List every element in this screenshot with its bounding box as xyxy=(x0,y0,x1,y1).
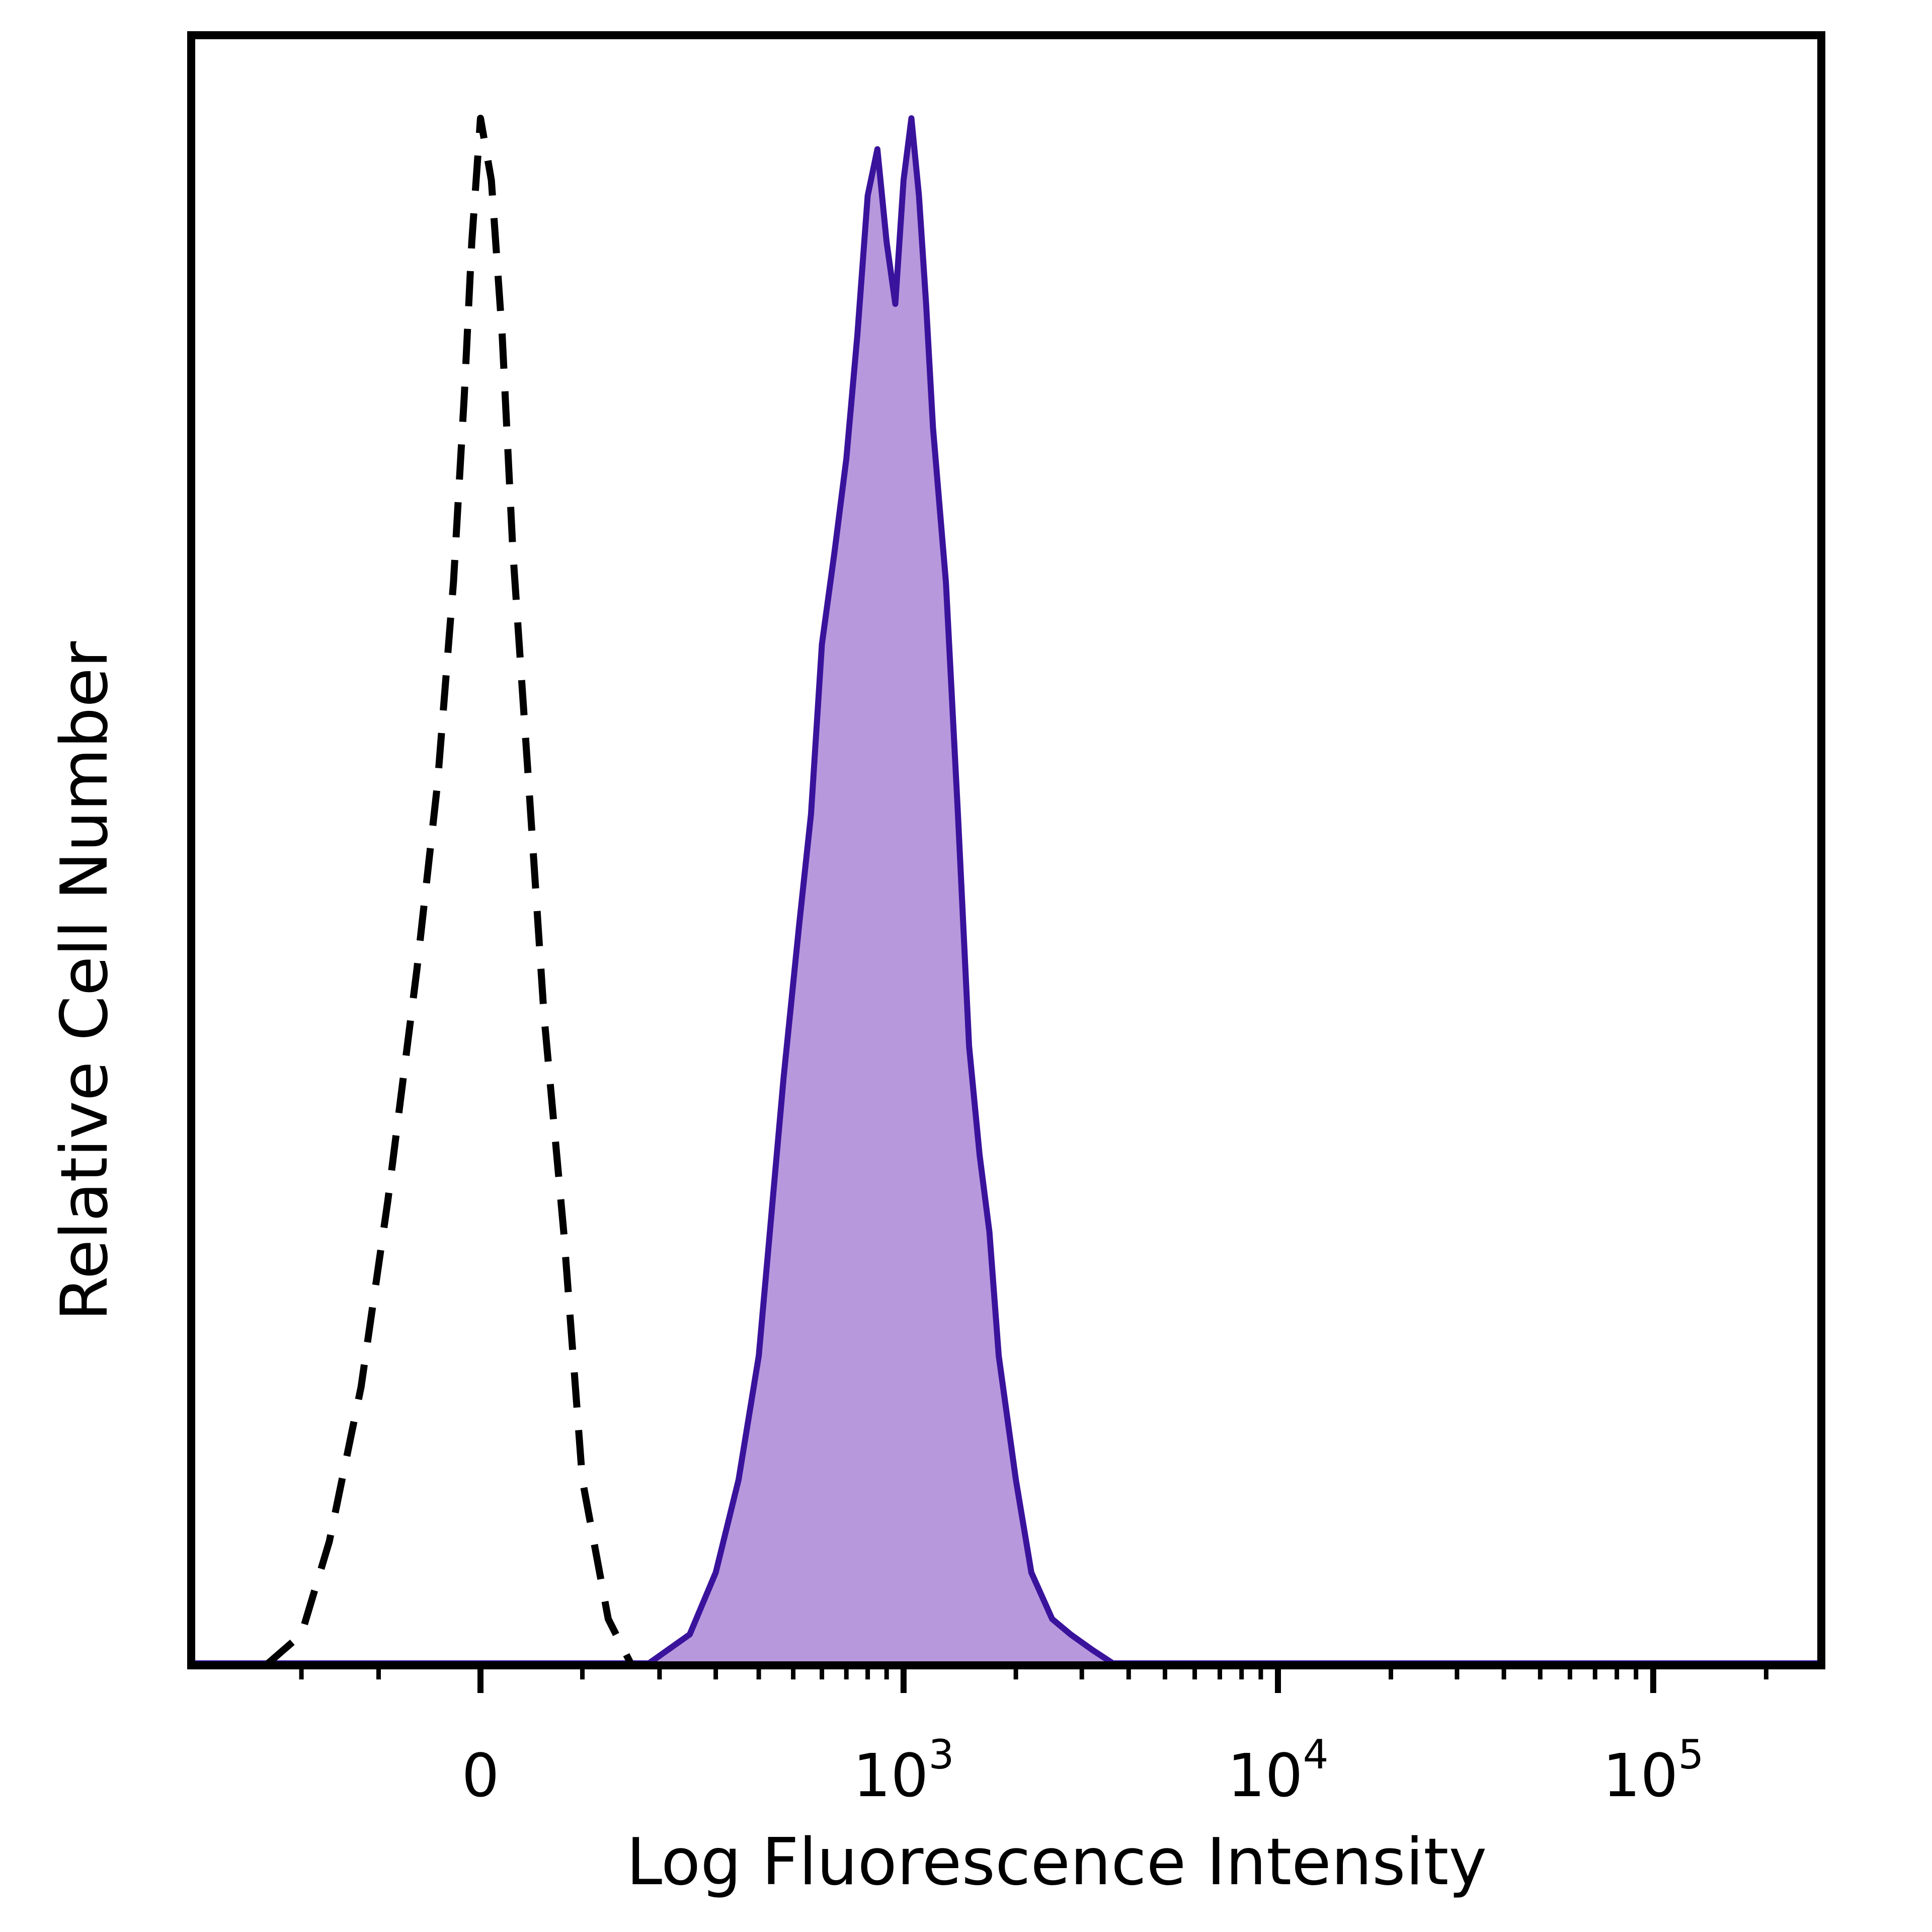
series-1-area xyxy=(646,118,1116,1665)
x-axis-title: Log Fluorescence Intensity xyxy=(626,1825,1487,1900)
x-tick-label: 103 xyxy=(853,1731,954,1810)
series-0-line xyxy=(263,115,635,1668)
x-tick-label: 0 xyxy=(461,1741,499,1810)
x-tick-label: 105 xyxy=(1602,1731,1704,1810)
x-axis-tick-labels: 0 103 104 105 xyxy=(461,1731,1704,1810)
x-axis-ticks xyxy=(299,1665,1768,1693)
y-axis-title: Relative Cell Number xyxy=(47,641,122,1321)
series-1-line xyxy=(644,115,1118,1668)
x-tick-label: 104 xyxy=(1227,1731,1328,1810)
series-layer xyxy=(191,115,1821,1668)
plot-frame xyxy=(187,31,1825,1669)
